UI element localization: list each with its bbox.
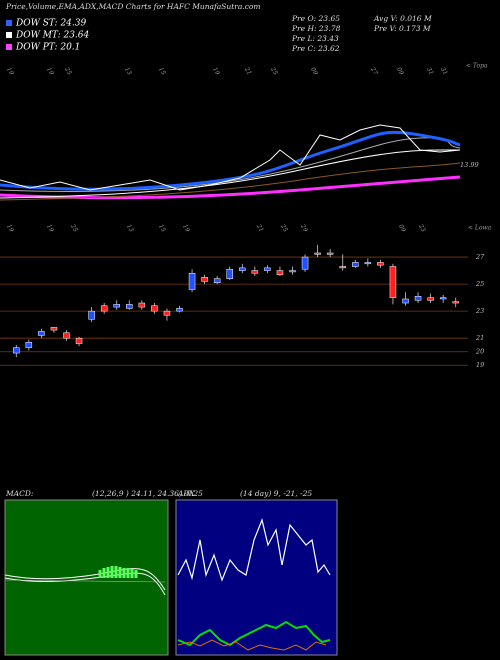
candle-body — [113, 304, 120, 308]
date-label: 19 — [45, 223, 55, 233]
date-label: 09 — [309, 66, 319, 76]
candle-body — [163, 310, 171, 316]
candle-body — [151, 305, 158, 312]
date-label: 31 — [439, 66, 449, 76]
prev: Pre L: 23.43 — [291, 34, 339, 43]
candle-body — [427, 297, 434, 301]
candle-body — [377, 262, 384, 266]
dow-label: DOW PT: 20.1 — [15, 43, 80, 53]
candle-body — [414, 296, 422, 301]
date-label: 21 — [254, 222, 264, 233]
candle-body — [100, 305, 108, 312]
dow-swatch — [6, 20, 12, 26]
volume: Avg V: 0.016 M — [373, 14, 432, 23]
candle-body — [88, 310, 95, 320]
date-label: 13 — [123, 66, 133, 76]
date-label: 15 — [157, 223, 167, 233]
candle-body — [276, 270, 284, 275]
candle-body — [38, 331, 45, 336]
date-label: 21 — [242, 65, 252, 76]
date-label: 19 — [5, 66, 15, 76]
candle-body — [439, 297, 447, 300]
adx-lines — [177, 518, 331, 651]
date-label: 09 — [397, 223, 407, 233]
candle-body — [452, 301, 459, 304]
macd-panel — [4, 499, 169, 656]
candle-body — [264, 267, 271, 271]
candle-body — [138, 302, 146, 308]
candle-body — [239, 267, 246, 271]
date-label: 19 — [5, 223, 15, 233]
date-label: 25 — [68, 222, 78, 233]
date-label: 09 — [395, 66, 405, 76]
date-label: 13 — [125, 223, 135, 233]
prev: Pre O: 23.65 — [291, 14, 340, 23]
date-label: 25 — [62, 65, 72, 76]
candle-body — [176, 308, 183, 312]
candle-body — [389, 266, 397, 298]
candle-body — [326, 252, 334, 255]
date-label: 19 — [211, 66, 221, 76]
candle-body — [402, 298, 409, 304]
prev: Pre H: 23.78 — [291, 24, 341, 33]
y-tick-label: 21 — [475, 334, 484, 342]
candle-body — [25, 341, 33, 348]
candle-body — [188, 273, 196, 290]
y-tick-label: 23 — [475, 307, 484, 315]
date-label: 25 — [278, 222, 288, 233]
adx-label: ADX — [177, 489, 195, 498]
dow-label: DOW MT: 23.64 — [15, 31, 90, 41]
macd-label: MACD: — [5, 489, 34, 498]
adx-params: (14 day) 9, -21, -25 — [240, 489, 312, 498]
date-label: 15 — [157, 66, 167, 76]
date-label: 27 — [368, 65, 378, 76]
date-label: 31 — [425, 66, 435, 76]
dow-swatch — [6, 32, 12, 38]
macd-params: (12,26,9 ) 24.11, 24.36, -0.25 — [92, 489, 203, 498]
candle-body — [289, 270, 296, 273]
date-label: 23 — [416, 222, 426, 233]
y-tick-label: 20 — [475, 348, 484, 356]
corner: < Lowa — [468, 225, 492, 232]
candle-body — [352, 262, 359, 267]
date-label: 19 — [45, 66, 55, 76]
candle-body — [75, 337, 83, 344]
corner: < Topa — [466, 63, 488, 70]
candle-body — [63, 332, 70, 339]
candle-body — [201, 277, 208, 282]
macd-lines — [4, 566, 166, 596]
y-tick-label: 25 — [475, 280, 484, 288]
candle-body — [226, 268, 233, 279]
y-tick-label: 27 — [475, 253, 485, 261]
candle-body — [301, 256, 309, 270]
date-label: 19 — [181, 223, 191, 233]
adx-panel — [175, 499, 338, 656]
candle-body — [364, 262, 372, 265]
candle-body — [339, 266, 346, 269]
dow-swatch — [6, 44, 12, 50]
dow-label: DOW ST: 24.39 — [15, 19, 86, 29]
title: Price,Volume,EMA,ADX,MACD Charts for HAF… — [5, 2, 261, 11]
candle-body — [314, 252, 321, 255]
volume: Pre V: 0.173 M — [373, 24, 431, 33]
ema-lines — [0, 124, 461, 201]
candle-body — [251, 270, 259, 274]
candle-body — [126, 304, 133, 309]
date-label: 29 — [298, 222, 308, 233]
candle-body — [13, 347, 20, 354]
candle-body — [213, 278, 221, 283]
y-tick-label: 19 — [476, 361, 484, 369]
candle-body — [50, 327, 58, 331]
prev: Pre C: 23.62 — [291, 44, 340, 53]
ema-label: 13.99 — [460, 161, 479, 169]
date-label: 25 — [268, 65, 278, 76]
